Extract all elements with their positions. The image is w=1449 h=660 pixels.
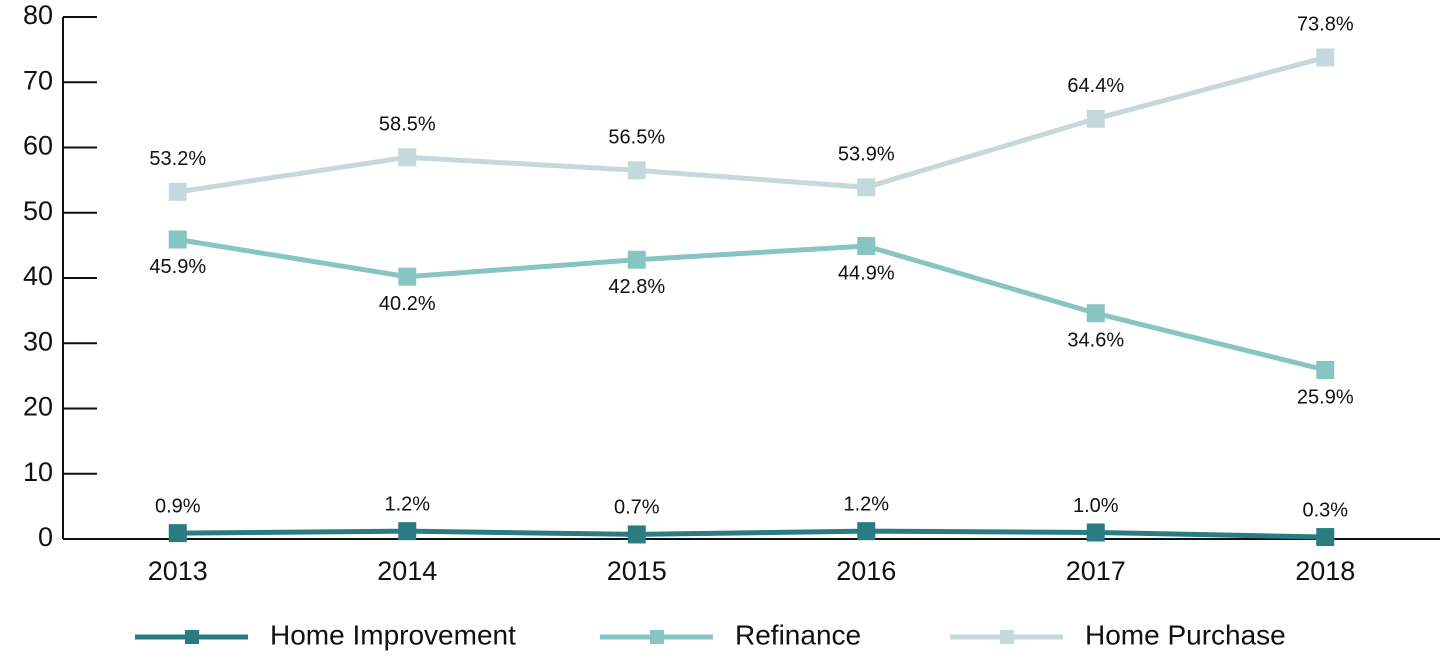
marker [398,267,417,286]
marker [398,148,417,167]
y-tick-label: 50 [23,196,53,226]
y-tick-label: 10 [23,457,53,487]
x-tick-label: 2014 [377,556,437,586]
x-tick-label: 2017 [1066,556,1126,586]
marker [857,237,876,256]
data-label: 56.5% [608,127,665,149]
marker [627,525,646,544]
data-label: 44.9% [838,262,895,284]
data-label: 25.9% [1297,386,1354,408]
y-tick-label: 0 [38,522,53,552]
marker [1086,304,1105,323]
legend-marker [1000,630,1014,644]
y-tick-label: 80 [23,0,53,30]
series-line [177,55,1326,195]
data-label: 73.8% [1297,14,1354,36]
marker [857,522,876,541]
marker [1316,48,1335,67]
legend-marker [185,630,199,644]
data-label: 0.9% [155,495,201,517]
series-line [177,528,1326,540]
y-tick-label: 30 [23,326,53,356]
x-tick-label: 2013 [148,556,208,586]
marker [1316,361,1335,380]
x-tick-label: 2018 [1295,556,1355,586]
data-label: 45.9% [149,256,206,278]
data-label: 64.4% [1067,75,1124,97]
data-label: 40.2% [379,293,436,315]
data-label: 58.5% [379,114,436,136]
data-label: 1.2% [843,493,889,515]
data-label: 1.0% [1073,495,1119,517]
marker [168,524,187,543]
marker [1086,109,1105,128]
data-label: 53.9% [838,144,895,166]
series-line [177,237,1326,373]
marker [1316,528,1335,547]
marker [398,522,417,541]
data-label: 34.6% [1067,330,1124,352]
marker [1086,523,1105,542]
legend-label: Refinance [735,619,861,650]
x-tick-label: 2015 [607,556,667,586]
data-label: 1.2% [384,493,430,515]
y-tick-label: 40 [23,261,53,291]
data-label: 53.2% [149,148,206,170]
data-label: 42.8% [608,276,665,298]
y-tick-label: 70 [23,65,53,95]
y-tick-label: 60 [23,131,53,161]
data-label: 0.7% [614,497,660,519]
y-tick-label: 20 [23,392,53,422]
marker [168,230,187,249]
data-label: 0.3% [1302,499,1348,521]
x-tick-label: 2016 [836,556,896,586]
legend-marker [650,630,664,644]
marker [857,178,876,197]
marker [168,182,187,201]
marker [627,250,646,269]
legend-label: Home Improvement [270,619,516,650]
marker [627,161,646,180]
legend-label: Home Purchase [1085,619,1286,650]
